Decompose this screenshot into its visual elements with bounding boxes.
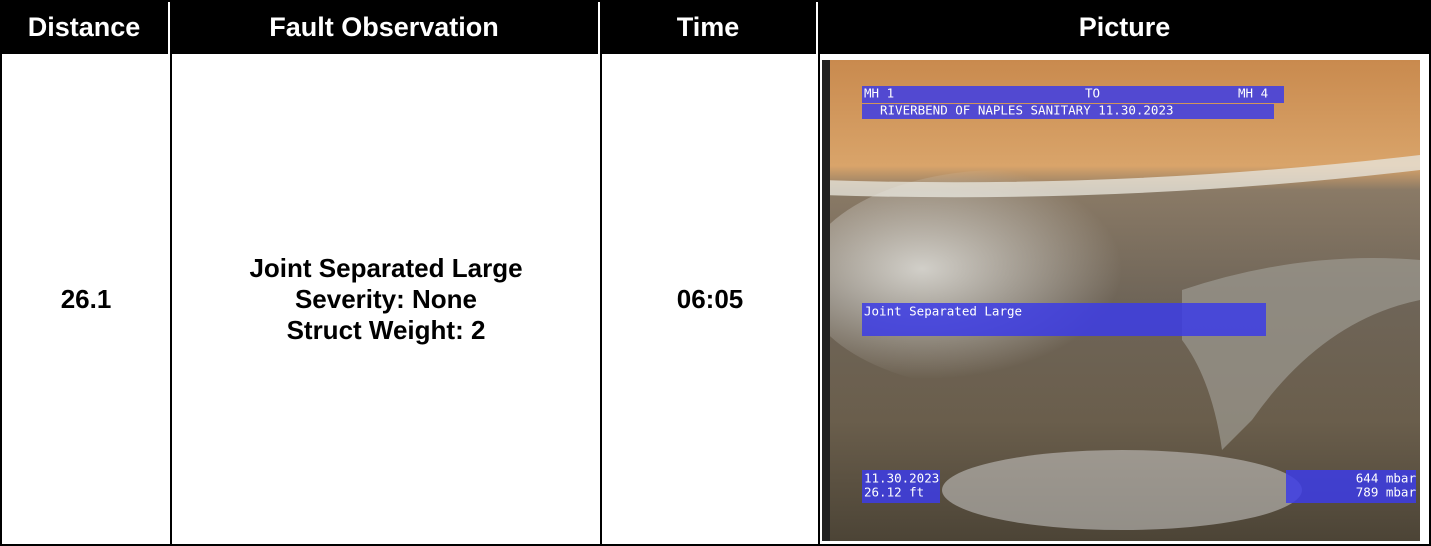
overlay-text: MH 4 (1238, 86, 1268, 101)
overlay-text: 26.12 ft (864, 485, 924, 500)
observation-cell: Joint Separated Large Severity: None Str… (170, 54, 602, 546)
overlay-text: Joint Separated Large (864, 304, 1022, 319)
distance: 26.1 (60, 283, 112, 314)
observation-line: Struct Weight: 2 (286, 314, 486, 345)
observation-line: Severity: None (294, 283, 478, 314)
overlay-text: TO (1085, 86, 1100, 101)
overlay-text: MH 1 (864, 86, 894, 101)
observation-line: Joint Separated Large (249, 252, 523, 283)
overlay-text: 644 mbar (1356, 471, 1417, 486)
time-cell: 06:05 (600, 54, 820, 546)
overlay-text: 11.30.2023 (864, 471, 939, 486)
inspection-photo: MH 1 TO MH 4 RIVERBEND OF NAPLES SANITAR… (822, 60, 1420, 541)
time: 06:05 (676, 283, 744, 314)
overlay-text: 789 mbar (1356, 485, 1417, 500)
header-cell: Time (600, 0, 818, 54)
header-cell: Fault Observation (170, 0, 600, 54)
overlay-text: RIVERBEND OF NAPLES SANITARY 11.30.2023 (880, 103, 1174, 118)
header-cell: Picture (818, 0, 1431, 54)
distance-cell: 26.1 (0, 54, 172, 546)
header-cell: Distance (0, 0, 170, 54)
